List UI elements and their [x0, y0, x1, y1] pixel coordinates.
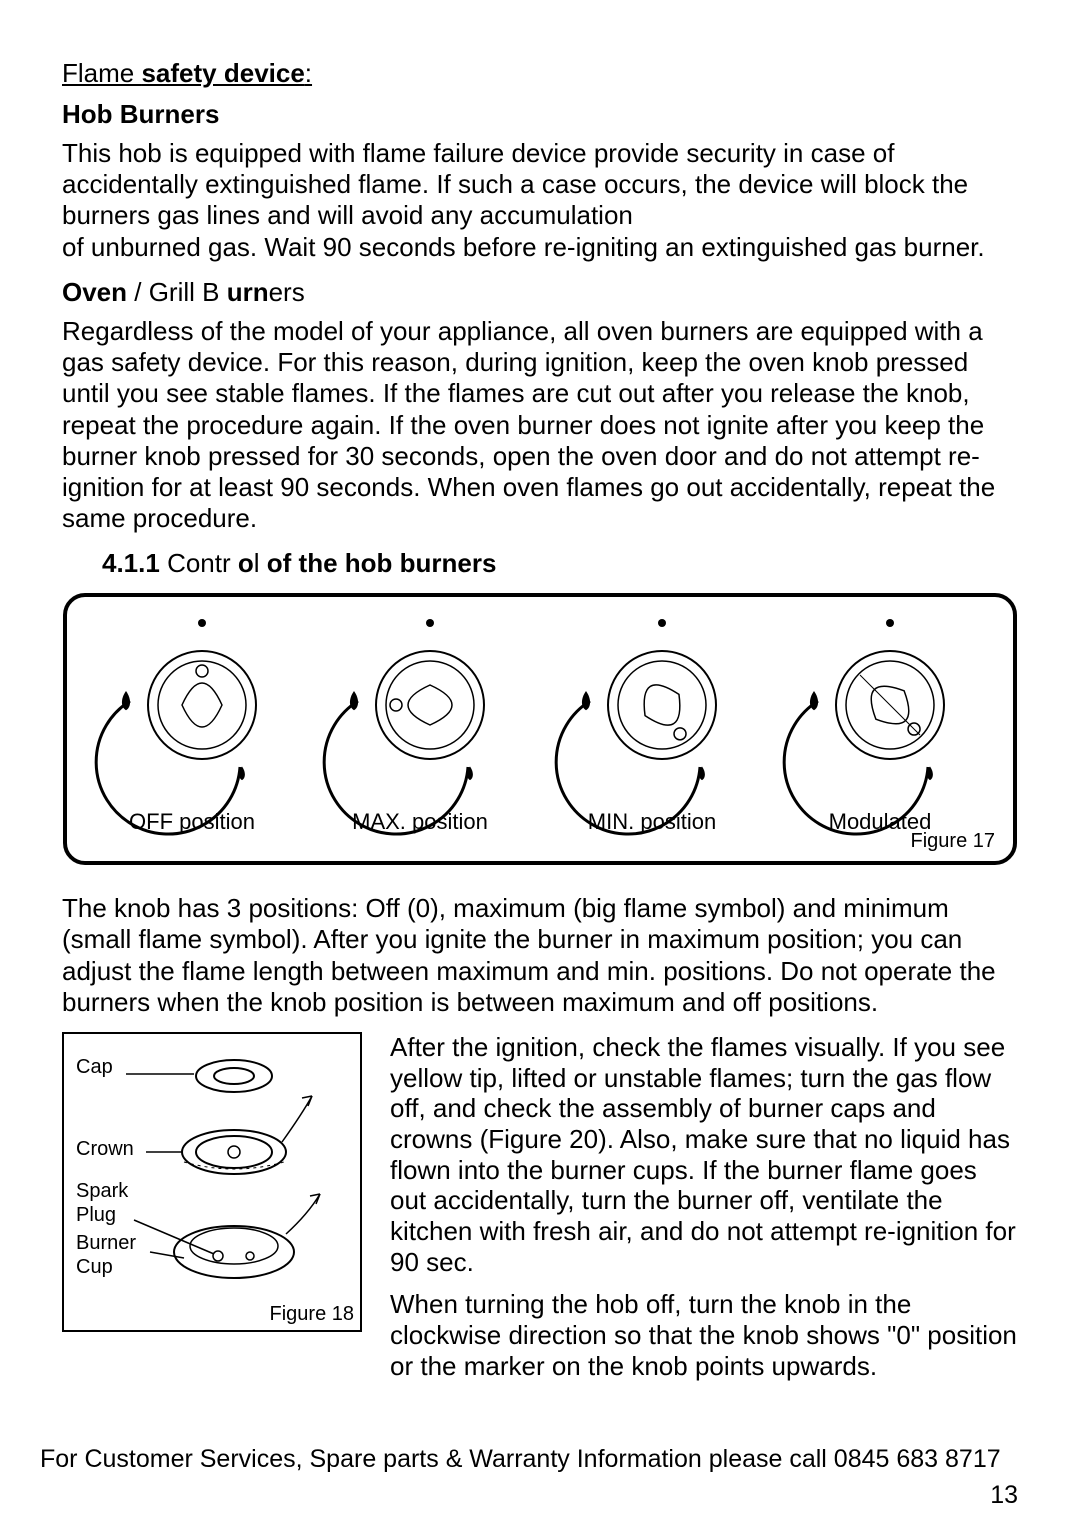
figure-17-caption: Figure 17 [911, 830, 996, 853]
oven-para: Regardless of the model of your applianc… [62, 316, 1018, 534]
right-para2: When turning the hob off, turn the knob … [390, 1289, 1018, 1381]
right-column: After the ignition, check the flames vis… [390, 1032, 1018, 1393]
hob-burners-heading: Hob Burners [62, 99, 1018, 130]
oh2: / Grill B [127, 277, 227, 307]
fig18-burner: Burner [76, 1232, 136, 1255]
figure-18-caption: Figure 18 [270, 1303, 355, 1326]
nh-l: l [254, 548, 267, 578]
t3: : [305, 58, 312, 88]
t2: safety device [141, 58, 304, 88]
right-para1: After the ignition, check the flames vis… [390, 1032, 1018, 1277]
nh-rest: of the hob burners [267, 548, 497, 578]
fig18-cup: Cup [76, 1256, 113, 1279]
oh3: urn [227, 277, 269, 307]
page-number: 13 [990, 1481, 1018, 1510]
figure-18-box: Cap Crown Spark Plug Burner Cup Figure 1… [62, 1032, 362, 1332]
figure-18-row: Cap Crown Spark Plug Burner Cup Figure 1… [62, 1032, 1018, 1393]
fig18-plug: Plug [76, 1204, 116, 1227]
nh-o: o [238, 548, 254, 578]
knob-label-1: MAX. position [315, 809, 525, 835]
section-4-1-1: 4.1.1 Contr ol of the hob burners [102, 548, 1018, 579]
oven-heading: Oven / Grill B urners [62, 277, 1018, 308]
t1: Flame [62, 58, 141, 88]
figure-17-box: OFF position MAX. position MIN. position… [63, 593, 1017, 865]
footer-service: For Customer Services, Spare parts & War… [40, 1445, 1001, 1474]
fig18-cap: Cap [76, 1056, 113, 1079]
fig18-spark: Spark [76, 1180, 128, 1203]
oh1: Oven [62, 277, 127, 307]
knob-para: The knob has 3 positions: Off (0), maxim… [62, 893, 1018, 1018]
oh4: ers [269, 277, 305, 307]
hob-para1: This hob is equipped with flame failure … [62, 138, 1018, 232]
fig18-crown: Crown [76, 1138, 134, 1161]
hob-para2: of unburned gas. Wait 90 seconds before … [62, 232, 1018, 263]
nh-num: 4.1.1 [102, 548, 167, 578]
knob-label-0: OFF position [87, 809, 297, 835]
flame-safety-title: Flame safety device: [62, 58, 1018, 89]
nh-mid: Contr [167, 548, 238, 578]
knob-label-2: MIN. position [547, 809, 757, 835]
